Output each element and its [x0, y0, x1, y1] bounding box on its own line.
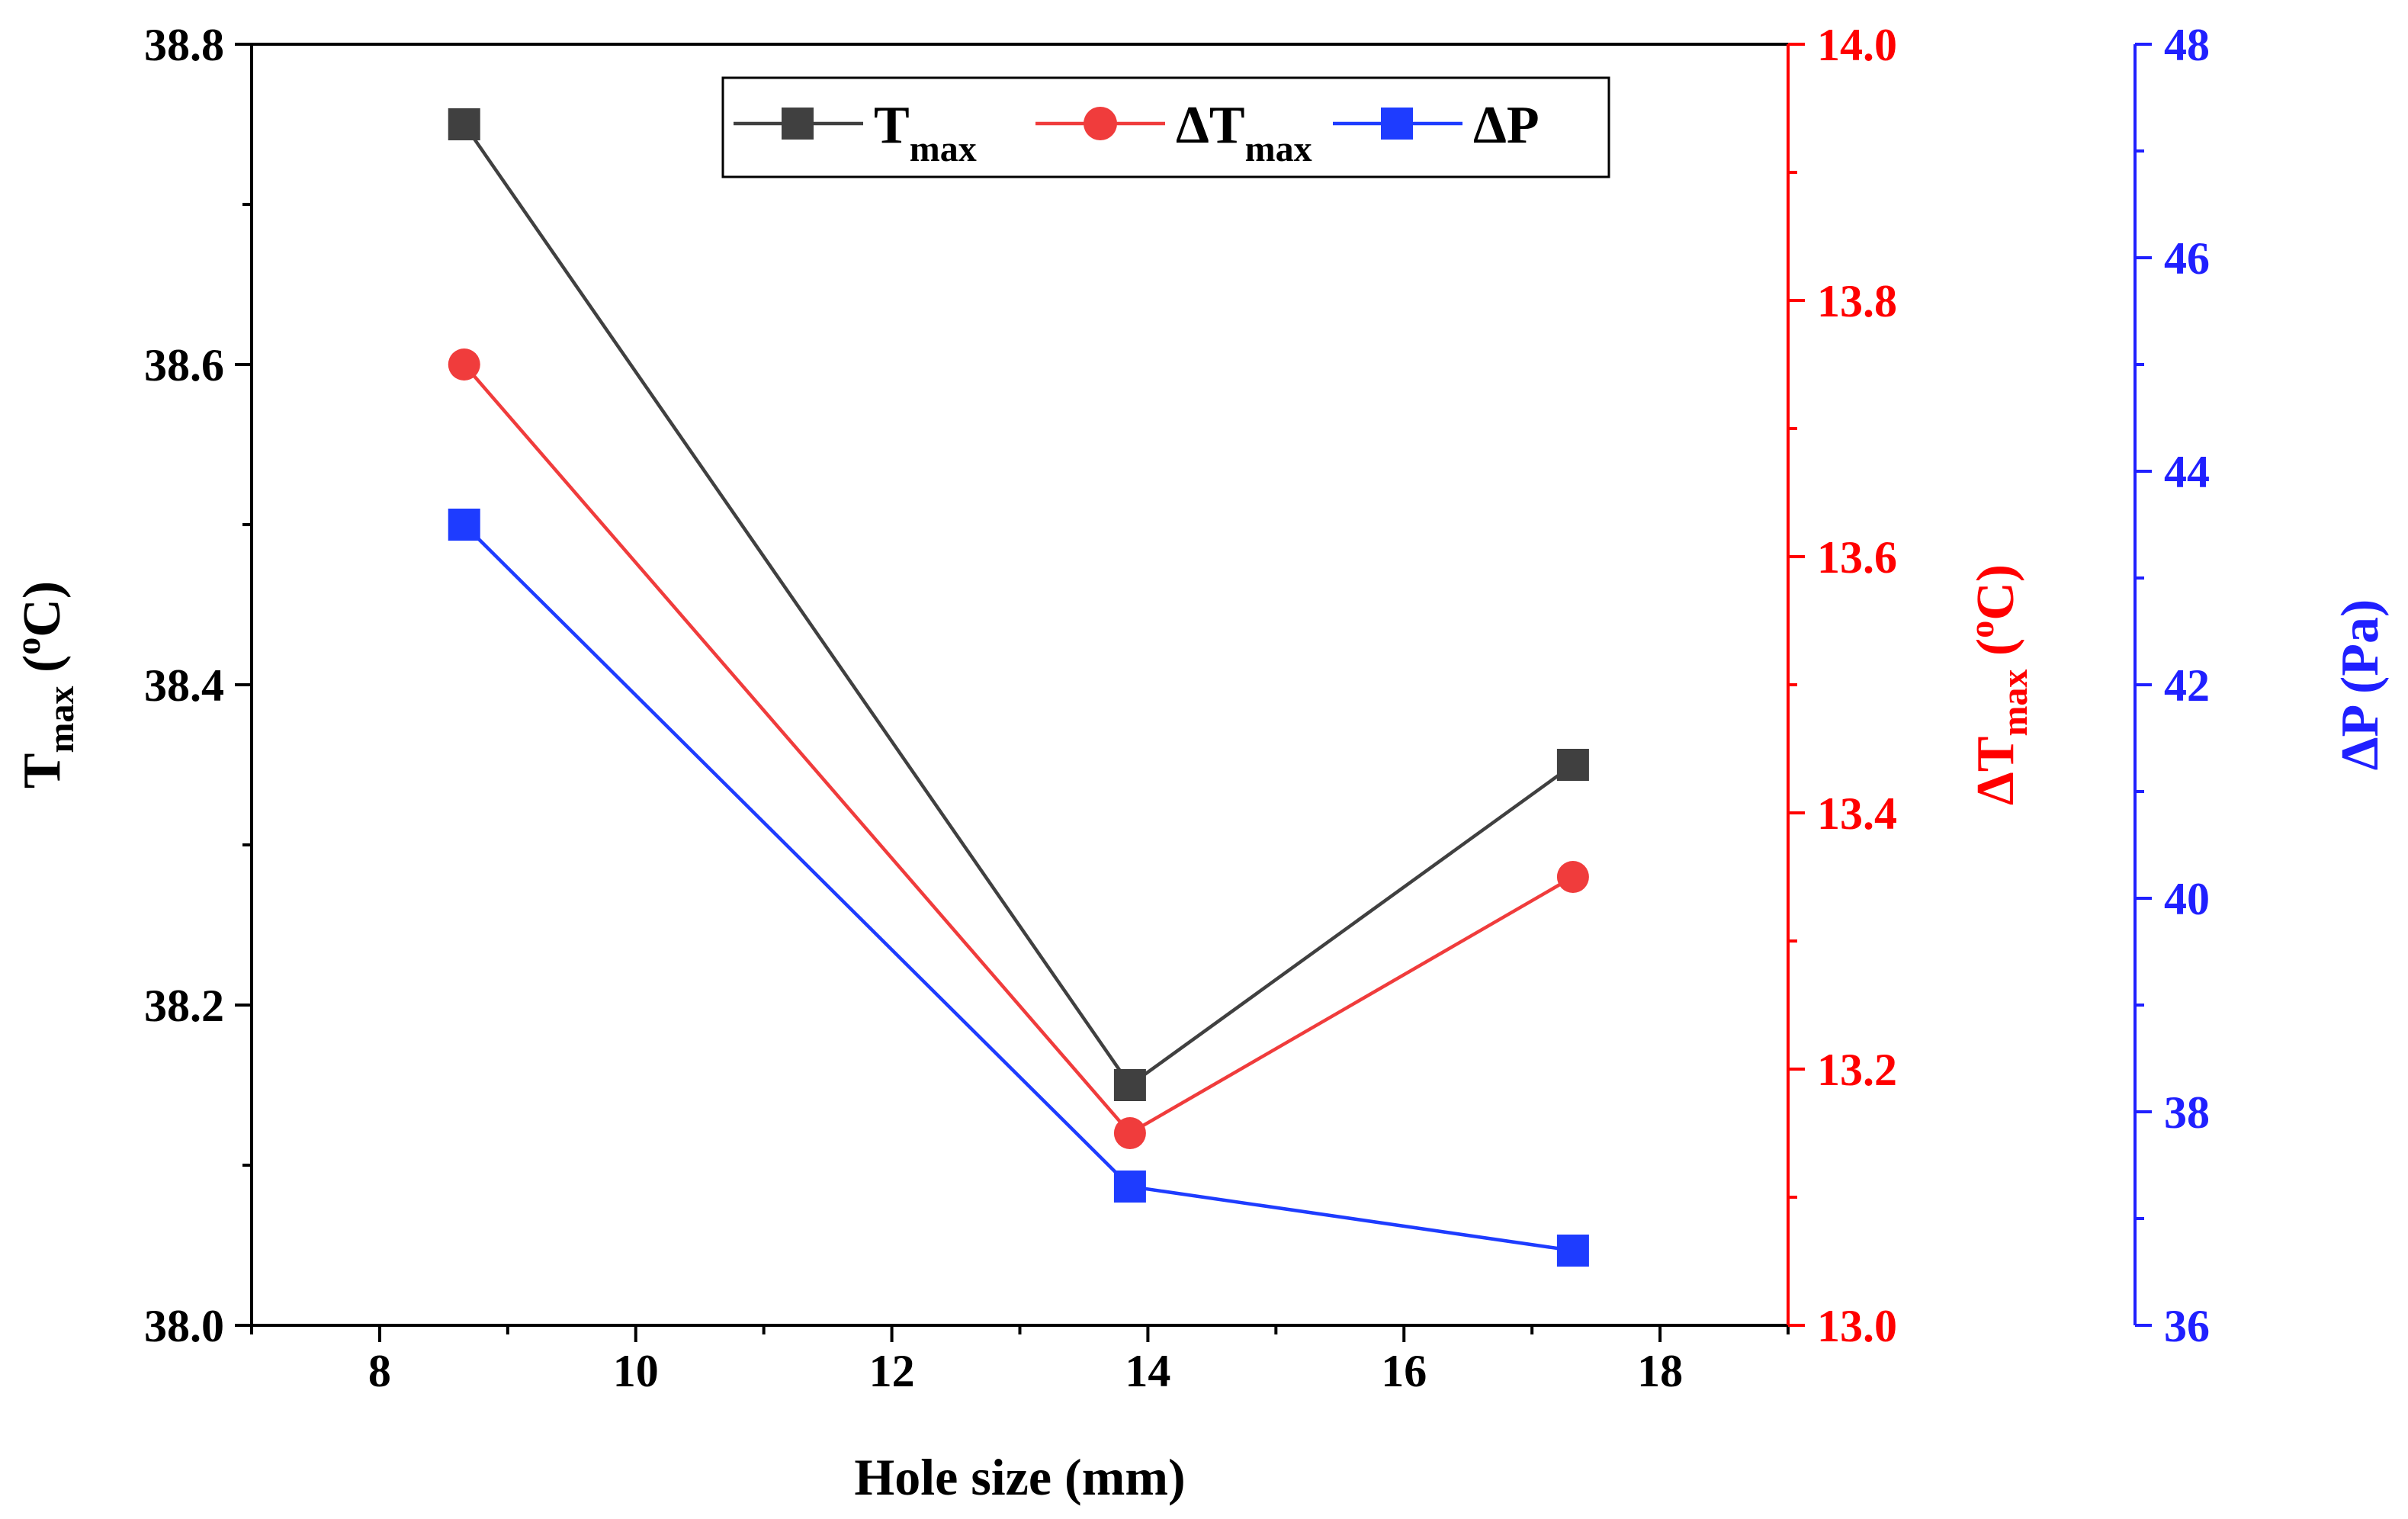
- legend-box: [721, 76, 1610, 178]
- series-layer: [448, 108, 1589, 1267]
- left-axis-title-close: C): [13, 581, 72, 637]
- left-tick-label: 38.4: [144, 660, 224, 711]
- series-2-point-0: [448, 509, 480, 541]
- series-2-point-1: [1113, 1171, 1146, 1203]
- axes-layer: 8 10 12 14 16 18 Hole size (mm) 38.0 38.2 38.4 38.…: [8, 20, 2390, 1506]
- right2-tick-label: 46: [2164, 233, 2210, 284]
- right1-tick-label: 14.0: [1817, 20, 1897, 70]
- right2-tick-label: 44: [2164, 447, 2210, 497]
- legend-marker-2: [1381, 108, 1413, 140]
- right2-tick-label: 48: [2164, 20, 2210, 70]
- x-tick-label: 8: [368, 1346, 391, 1396]
- right2-tick-label: 40: [2164, 874, 2210, 924]
- series-0-point-2: [1556, 749, 1589, 781]
- left-axis-title-sup: o: [8, 637, 47, 655]
- series-line-1: [463, 363, 1575, 1135]
- series-line-2: [463, 523, 1574, 1253]
- right1-tick-label: 13.6: [1817, 532, 1897, 583]
- left-tick-label: 38.0: [144, 1301, 224, 1351]
- right1-axis-title-main: ΔT: [1967, 737, 2025, 806]
- x-tick-label: 18: [1637, 1346, 1683, 1396]
- right1-tick-label: 13.8: [1817, 276, 1897, 326]
- series-0-point-1: [1113, 1069, 1146, 1101]
- series-1-point-1: [1113, 1117, 1146, 1149]
- right2-tick-label: 36: [2164, 1301, 2210, 1351]
- left-axis-title-open: (: [13, 655, 72, 686]
- left-axis-title-sub: max: [41, 686, 82, 753]
- right1-tick-label: 13.4: [1817, 788, 1897, 839]
- right1-tick-label: 13.2: [1817, 1045, 1897, 1095]
- x-tick-label: 14: [1125, 1346, 1170, 1396]
- right2-tick-label: 42: [2164, 660, 2210, 711]
- legend-label-2: ΔP: [1473, 96, 1540, 155]
- left-tick-label: 38.2: [144, 981, 224, 1031]
- legend-label-1-sub: max: [1245, 129, 1312, 169]
- legend-label-0: Tmax: [874, 96, 977, 169]
- right1-tick-label: 13.0: [1817, 1301, 1897, 1351]
- legend-layer: Tmax ΔTmax ΔP: [721, 76, 1610, 178]
- legend-marker-1: [1084, 107, 1117, 140]
- x-axis-title: Hole size (mm): [854, 1448, 1185, 1506]
- x-tick-label: 16: [1381, 1346, 1427, 1396]
- series-1-point-2: [1556, 861, 1589, 893]
- left-tick-label: 38.8: [144, 20, 224, 70]
- series-0-point-0: [448, 108, 480, 140]
- legend-label-0-sub: max: [910, 129, 977, 169]
- left-axis-title-main: T: [13, 753, 72, 788]
- series-line-0: [462, 123, 1575, 1088]
- series-2-point-2: [1556, 1235, 1589, 1267]
- right1-axis-title-close: C): [1967, 564, 2025, 621]
- x-tick-label: 12: [869, 1346, 915, 1396]
- series-1-point-0: [448, 348, 480, 381]
- legend-marker-0: [782, 108, 814, 140]
- right2-tick-label: 38: [2164, 1087, 2210, 1138]
- right1-axis-title-sub: max: [1995, 670, 2035, 737]
- left-axis-title: Tmax (oC): [8, 581, 82, 788]
- right1-axis-title-open: (: [1967, 638, 2025, 670]
- right1-axis-title-sup: o: [1962, 621, 2001, 638]
- right1-axis-title: ΔTmax (oC): [1962, 564, 2035, 805]
- legend-label-1: ΔTmax: [1176, 96, 1312, 169]
- legend-label-2-main: ΔP: [1473, 96, 1540, 155]
- legend-label-1-main: ΔT: [1176, 96, 1245, 155]
- x-tick-label: 10: [613, 1346, 659, 1396]
- right2-axis-title: ΔP (Pa): [2331, 599, 2390, 771]
- left-tick-label: 38.6: [144, 340, 224, 390]
- legend-label-0-main: T: [874, 96, 910, 155]
